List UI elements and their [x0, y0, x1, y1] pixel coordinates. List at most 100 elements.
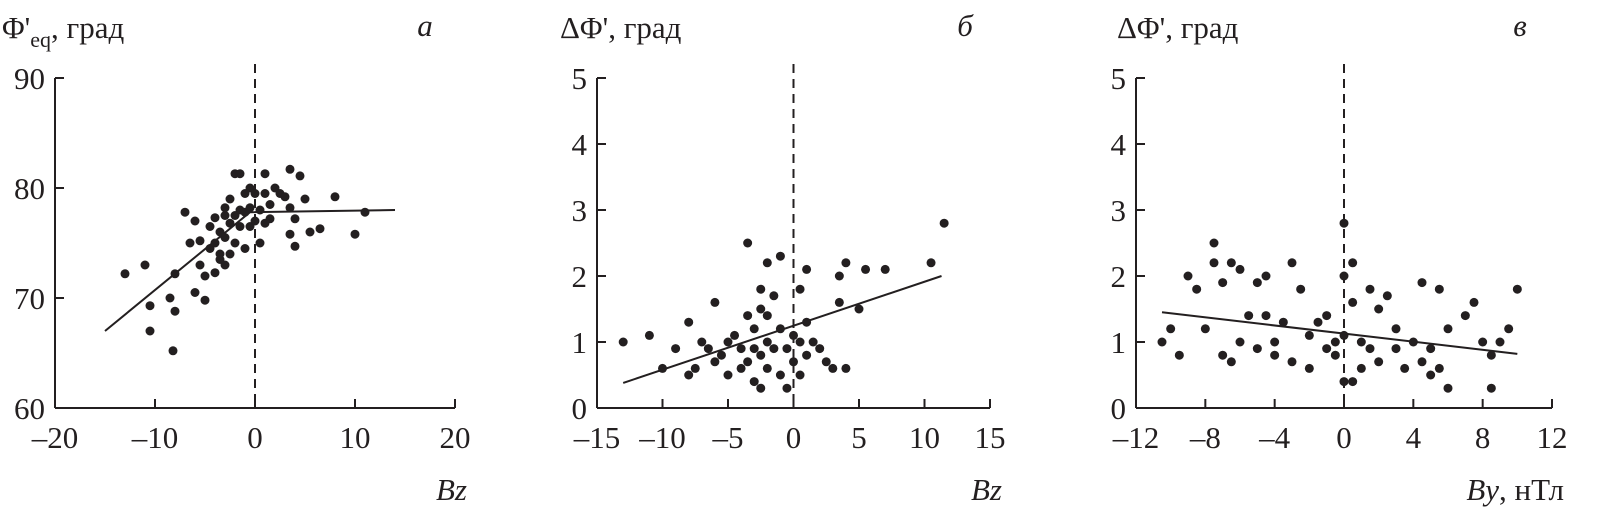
point	[880, 264, 890, 274]
y-tick-label: 5	[572, 61, 588, 96]
y-tick-label: 0	[572, 391, 588, 426]
y-tick-label: 90	[14, 61, 45, 96]
y-label-rest: , град	[51, 10, 124, 45]
point	[290, 214, 300, 224]
point	[782, 383, 792, 393]
point	[1235, 264, 1245, 274]
x-tick-label: 0	[1336, 420, 1352, 455]
point	[1408, 337, 1418, 347]
point	[1304, 330, 1314, 340]
point	[1252, 278, 1262, 288]
point	[1174, 350, 1184, 360]
point	[205, 222, 215, 231]
point	[684, 370, 694, 380]
x-label-main: Bz	[971, 472, 1002, 507]
point	[658, 363, 667, 373]
point	[815, 344, 825, 354]
y-tick-label: 60	[14, 391, 45, 426]
x-tick-label: –4	[1258, 420, 1291, 455]
point	[756, 383, 766, 393]
point	[828, 363, 838, 373]
point	[854, 304, 864, 314]
point	[285, 203, 295, 213]
point	[795, 337, 805, 347]
point	[145, 301, 155, 311]
point	[789, 330, 798, 340]
x-tick-label: –8	[1189, 420, 1221, 455]
point	[1339, 377, 1349, 387]
point	[1252, 344, 1262, 354]
point	[250, 189, 260, 198]
x-tick-label: 10	[909, 420, 940, 455]
point	[841, 258, 851, 268]
y-tick-label: 2	[1111, 259, 1127, 294]
point	[1417, 278, 1427, 288]
point	[697, 337, 707, 347]
point	[165, 293, 175, 303]
point	[290, 241, 300, 251]
point	[723, 370, 733, 380]
point	[671, 344, 681, 354]
point	[1322, 311, 1332, 321]
y-tick-label: 80	[14, 171, 45, 206]
point	[749, 324, 759, 334]
point	[1270, 350, 1280, 360]
point	[280, 192, 290, 202]
point	[1339, 271, 1349, 281]
point	[255, 238, 265, 248]
point	[644, 330, 654, 340]
point	[210, 238, 220, 248]
y-label-main: ΔΦ'	[560, 10, 608, 45]
point	[1209, 258, 1219, 268]
point	[861, 264, 871, 274]
point	[180, 207, 190, 217]
point	[730, 330, 740, 340]
point	[260, 189, 270, 198]
x-tick-label: –10	[131, 420, 179, 455]
point	[220, 211, 230, 220]
x-tick-label: 15	[975, 420, 1006, 455]
point	[1391, 344, 1401, 354]
point	[769, 291, 779, 301]
x-label-main: Bz	[436, 472, 467, 507]
point	[775, 324, 785, 334]
point	[120, 269, 130, 279]
point	[723, 337, 733, 347]
point	[295, 171, 305, 181]
point	[749, 344, 759, 354]
point	[775, 251, 785, 261]
point	[1313, 317, 1323, 327]
point	[1218, 278, 1228, 288]
x-label: Bz	[436, 472, 467, 507]
point	[285, 164, 295, 174]
y-tick-label: 1	[1111, 325, 1127, 360]
x-tick-label: 8	[1475, 420, 1491, 455]
y-label-main: ΔΦ'	[1117, 10, 1165, 45]
y-tick-label: 3	[572, 193, 588, 228]
point	[220, 233, 230, 242]
point	[1365, 344, 1375, 354]
point	[250, 216, 260, 226]
x-label-rest: , нТл	[1499, 472, 1564, 507]
point	[265, 214, 275, 224]
point	[808, 337, 818, 347]
x-tick-label: 0	[786, 420, 802, 455]
point	[802, 317, 812, 327]
point	[245, 203, 255, 213]
point	[1287, 258, 1297, 268]
point	[255, 205, 265, 215]
point	[710, 357, 720, 367]
y-tick-label: 4	[1111, 127, 1127, 162]
point	[1235, 337, 1245, 347]
point	[926, 258, 936, 268]
point	[1426, 370, 1436, 380]
point	[265, 200, 275, 209]
point	[1443, 383, 1453, 393]
x-label: By, нТл	[1466, 472, 1564, 507]
y-tick-label: 4	[572, 127, 588, 162]
x-tick-label: 0	[247, 420, 263, 455]
x-tick-label: –5	[712, 420, 744, 455]
point	[762, 363, 772, 373]
point	[235, 169, 245, 179]
point	[168, 346, 178, 356]
